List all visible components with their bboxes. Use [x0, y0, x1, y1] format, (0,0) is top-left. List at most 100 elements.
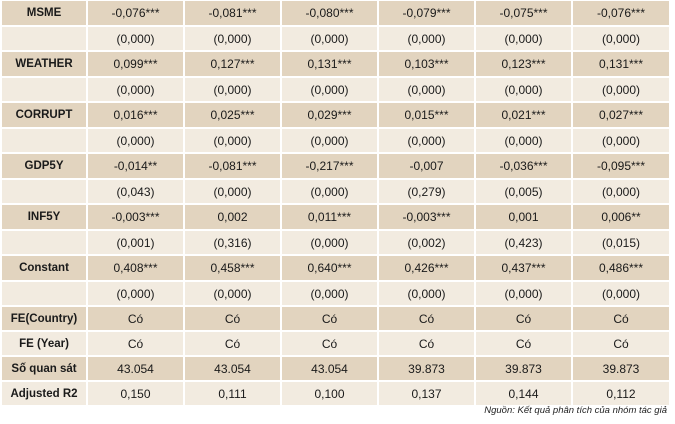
table-cell: -0,014** [87, 153, 185, 180]
table-cell: (0,000) [281, 230, 379, 256]
row-label: Adjusted R2 [2, 381, 88, 407]
row-label: GDP5Y [2, 153, 88, 180]
row-label: Constant [2, 255, 88, 282]
row-label: INF5Y [2, 204, 88, 231]
table-cell: -0,007 [378, 153, 476, 180]
table-cell: (0,000) [572, 26, 671, 52]
table-row: (0,000) (0,000) (0,000) (0,000) (0,000) … [2, 77, 671, 103]
table-cell: 0,111 [184, 381, 282, 407]
table-cell: 0,006** [572, 204, 671, 231]
table-cell: (0,000) [184, 281, 282, 307]
table-cell: 0,016*** [87, 102, 185, 129]
table-cell: 0,486*** [572, 255, 671, 282]
table-cell: Có [281, 306, 379, 332]
table-cell: (0,000) [87, 26, 185, 52]
table-row: (0,000) (0,000) (0,000) (0,000) (0,000) … [2, 26, 671, 52]
table-row: Số quan sát 43.054 43.054 43.054 39.873 … [2, 356, 671, 382]
table-row: FE (Year) Có Có Có Có Có Có [2, 331, 671, 357]
table-cell: Có [475, 306, 573, 332]
table-cell: 0,640*** [281, 255, 379, 282]
table-cell: (0,000) [378, 281, 476, 307]
table-cell: 0,408*** [87, 255, 185, 282]
table-cell: (0,279) [378, 179, 476, 205]
row-label [2, 281, 88, 307]
table-cell: Có [378, 306, 476, 332]
table-cell: Có [378, 331, 476, 357]
table-cell: (0,000) [281, 26, 379, 52]
table-cell: -0,080*** [281, 1, 379, 27]
regression-table: MSME -0,076*** -0,081*** -0,080*** -0,07… [2, 1, 671, 407]
table-cell: -0,036*** [475, 153, 573, 180]
table-cell: (0,000) [184, 77, 282, 103]
table-cell: Có [87, 306, 185, 332]
table-cell: 0,025*** [184, 102, 282, 129]
row-label: FE(Country) [2, 306, 88, 332]
table-cell: Có [572, 331, 671, 357]
table-cell: 0,112 [572, 381, 671, 407]
row-label: WEATHER [2, 51, 88, 78]
table-row: FE(Country) Có Có Có Có Có Có [2, 306, 671, 332]
table-cell: 0,001 [475, 204, 573, 231]
table-cell: Có [87, 331, 185, 357]
table-cell: (0,000) [281, 179, 379, 205]
regression-table-body: MSME -0,076*** -0,081*** -0,080*** -0,07… [2, 1, 671, 407]
table-cell: 0,027*** [572, 102, 671, 129]
table-cell: Có [184, 331, 282, 357]
table-cell: 0,011*** [281, 204, 379, 231]
table-cell: 0,002 [184, 204, 282, 231]
table-cell: (0,000) [475, 77, 573, 103]
table-cell: Có [475, 331, 573, 357]
table-cell: (0,015) [572, 230, 671, 256]
table-cell: (0,423) [475, 230, 573, 256]
table-cell: Có [572, 306, 671, 332]
table-cell: (0,000) [572, 281, 671, 307]
table-row: CORRUPT 0,016*** 0,025*** 0,029*** 0,015… [2, 102, 671, 129]
table-cell: Có [184, 306, 282, 332]
table-row: (0,000) (0,000) (0,000) (0,000) (0,000) … [2, 128, 671, 154]
row-label: FE (Year) [2, 331, 88, 357]
table-cell: (0,000) [281, 77, 379, 103]
table-cell: (0,005) [475, 179, 573, 205]
table-cell: (0,000) [378, 128, 476, 154]
row-label [2, 179, 88, 205]
table-cell: 0,150 [87, 381, 185, 407]
table-cell: -0,079*** [378, 1, 476, 27]
table-row: Constant 0,408*** 0,458*** 0,640*** 0,42… [2, 255, 671, 282]
table-row: GDP5Y -0,014** -0,081*** -0,217*** -0,00… [2, 153, 671, 180]
table-row: (0,001) (0,316) (0,000) (0,002) (0,423) … [2, 230, 671, 256]
table-cell: (0,043) [87, 179, 185, 205]
table-cell: 43.054 [87, 356, 185, 382]
table-cell: (0,000) [87, 77, 185, 103]
table-cell: 0,437*** [475, 255, 573, 282]
table-cell: 0,131*** [281, 51, 379, 78]
table-cell: (0,000) [87, 281, 185, 307]
table-cell: 0,127*** [184, 51, 282, 78]
table-row: MSME -0,076*** -0,081*** -0,080*** -0,07… [2, 1, 671, 27]
table-row: Adjusted R2 0,150 0,111 0,100 0,137 0,14… [2, 381, 671, 407]
row-label [2, 230, 88, 256]
row-label [2, 128, 88, 154]
row-label [2, 77, 88, 103]
table-cell: (0,000) [572, 179, 671, 205]
table-row: (0,000) (0,000) (0,000) (0,000) (0,000) … [2, 281, 671, 307]
table-cell: -0,076*** [87, 1, 185, 27]
table-cell: (0,000) [87, 128, 185, 154]
table-cell: -0,076*** [572, 1, 671, 27]
table-cell: -0,003*** [87, 204, 185, 231]
table-cell: (0,000) [572, 128, 671, 154]
table-cell: 43.054 [281, 356, 379, 382]
table-cell: -0,003*** [378, 204, 476, 231]
table-cell: -0,081*** [184, 1, 282, 27]
table-cell: (0,000) [378, 77, 476, 103]
table-cell: 0,021*** [475, 102, 573, 129]
table-cell: 39.873 [378, 356, 476, 382]
table-cell: 0,015*** [378, 102, 476, 129]
table-cell: 0,137 [378, 381, 476, 407]
row-label [2, 26, 88, 52]
table-row: INF5Y -0,003*** 0,002 0,011*** -0,003***… [2, 204, 671, 231]
table-cell: Có [281, 331, 379, 357]
table-cell: (0,000) [184, 26, 282, 52]
table-cell: 0,144 [475, 381, 573, 407]
row-label: Số quan sát [2, 356, 88, 382]
source-note: Nguồn: Kết quả phân tích của nhóm tác gi… [484, 405, 667, 416]
